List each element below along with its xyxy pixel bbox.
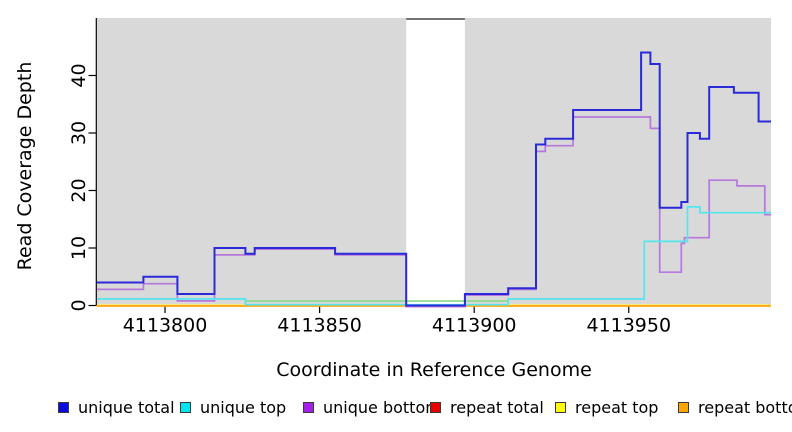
x-axis-title: Coordinate in Reference Genome xyxy=(276,359,592,381)
x-tick-label: 4113800 xyxy=(123,315,208,337)
coverage-chart: 0 10 20 30 40 4113800 4113850 4113900 4113950 Co… xyxy=(14,18,771,381)
x-tick-label: 4113900 xyxy=(432,315,517,337)
chart-legend: unique total unique top unique bottom repea… xyxy=(0,395,792,425)
legend-label: repeat top xyxy=(575,397,659,417)
legend-swatch-unique-bottom xyxy=(303,401,314,413)
x-tick-label: 4113850 xyxy=(277,315,362,337)
legend-label: unique top xyxy=(200,397,287,417)
legend-swatch-repeat-bottom xyxy=(678,401,689,413)
legend-label: repeat total xyxy=(450,397,544,417)
series-unique-bottom xyxy=(97,116,771,308)
legend-label: unique total xyxy=(78,397,175,417)
legend-label: repeat bottom xyxy=(698,397,792,417)
legend-item-unique-top: unique top xyxy=(180,395,286,419)
legend-item-repeat-bottom: repeat bottom xyxy=(678,395,792,419)
y-axis-title: Read Coverage Depth xyxy=(14,62,36,271)
legend-item-unique-total: unique total xyxy=(58,395,175,419)
legend-swatch-unique-total xyxy=(58,401,69,413)
legend-item-unique-bottom: unique bottom xyxy=(303,395,441,419)
legend-swatch-unique-top xyxy=(180,401,191,413)
data-series xyxy=(97,51,771,308)
y-tick-label: 20 xyxy=(68,178,90,202)
y-tick-label: 30 xyxy=(68,121,90,145)
y-tick-label: 0 xyxy=(68,299,90,311)
y-tick-label: 10 xyxy=(68,236,90,260)
series-unique-total xyxy=(97,51,771,307)
legend-item-repeat-total: repeat total xyxy=(430,395,544,419)
legend-label: unique bottom xyxy=(323,397,441,417)
legend-swatch-repeat-total xyxy=(430,401,441,413)
shaded-mappability-regions xyxy=(97,18,771,304)
shaded-region-1 xyxy=(464,18,771,304)
legend-swatch-repeat-top xyxy=(555,401,566,413)
shaded-region-0 xyxy=(97,18,407,304)
x-tick-label: 4113950 xyxy=(586,315,671,337)
legend-item-repeat-top: repeat top xyxy=(555,395,658,419)
axes: 0 10 20 30 40 4113800 4113850 4113900 4113950 xyxy=(68,18,771,337)
series-unique-top xyxy=(97,206,771,306)
y-tick-label: 40 xyxy=(68,63,90,87)
